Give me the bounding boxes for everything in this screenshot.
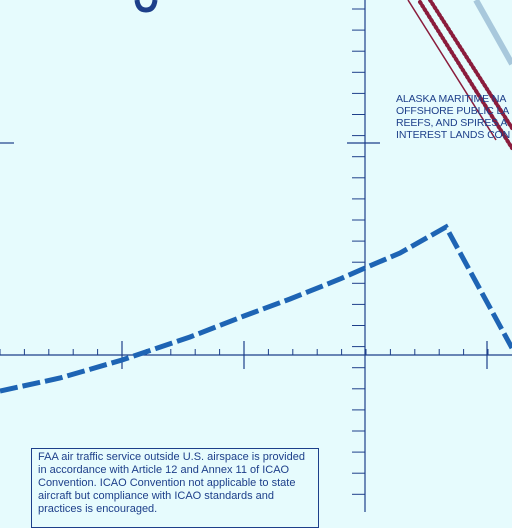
notice-text: FAA air traffic service outside U.S. air…: [38, 451, 305, 515]
land-label-line: OFFSHORE PUBLIC LA: [396, 105, 510, 117]
land-label-line: ALASKA MARITIME NA: [396, 93, 507, 105]
restricted-area-boundary: [407, 0, 512, 150]
airspace-boundary-line: [0, 223, 512, 394]
atc-service-notice: FAA air traffic service outside U.S. air…: [31, 448, 319, 528]
navaid-symbol-icon: [134, 0, 158, 13]
minute-ticks-horizontal: [0, 349, 489, 355]
land-label-line: INTEREST LANDS CON: [396, 129, 511, 141]
chart-map[interactable]: [0, 0, 512, 512]
airway-route-line: [473, 0, 512, 66]
land-label-line: REEFS, AND SPIRES A: [396, 117, 508, 129]
minute-ticks-vertical: [352, 8, 365, 495]
graticule: [0, 0, 512, 512]
land-area-label: ALASKA MARITIME NA OFFSHORE PUBLIC LA RE…: [396, 93, 510, 141]
